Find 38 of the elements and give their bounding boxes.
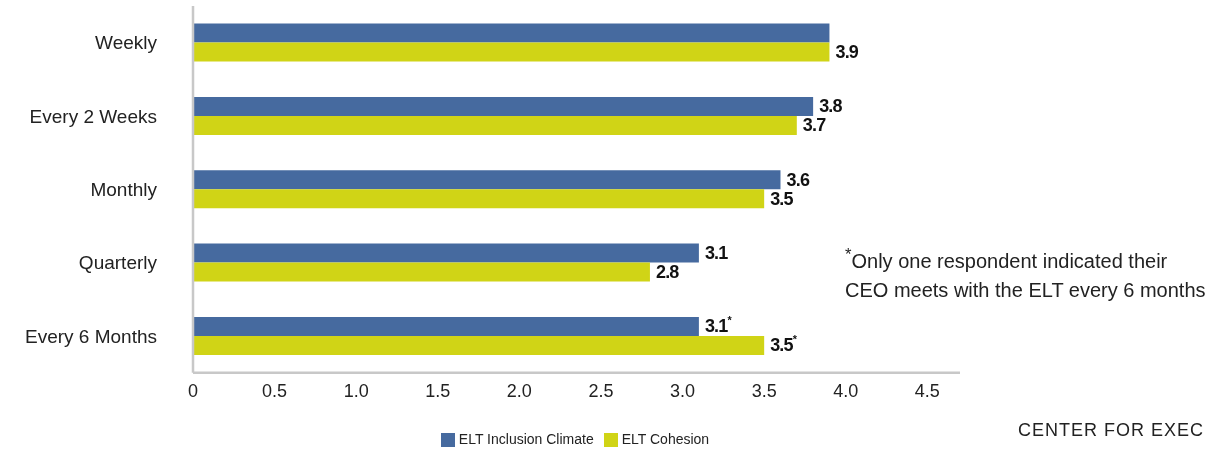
data-label: 3.5$^{*}$ [770,333,798,356]
x-tick-label: 2.0 [506,381,532,402]
data-label: 3.8 [819,96,843,117]
y-tick-label: Quarterly [78,252,158,274]
x-tick-label: 1.5 [425,381,451,402]
x-tick-label: 3.0 [670,381,696,402]
text: CENTER FOR EXEC [1018,420,1205,441]
data-label: 3.7 [802,115,827,136]
data-label: 3.6 [786,169,810,190]
bar [193,96,814,116]
x-tick-label: 4.5 [914,381,940,402]
data-label: 3.1$^{*}$ [704,314,733,337]
legend-label: ELT Inclusion Climate [458,430,594,447]
x-tick-label: 1.0 [343,381,369,402]
bar [193,42,830,62]
annotation: $^{*}$Only one respondent indicated their CEO meets with the ELT every 6 months [845,244,1207,303]
bar [193,189,765,209]
x-tick-label: 4.0 [833,381,859,402]
bar [193,243,699,263]
bar [193,23,830,43]
x-tick-label: 0.5 [262,381,288,402]
data-label: 3.9 [835,42,859,63]
y-tick-label: Monthly [90,179,158,201]
data-label: 3.5 [770,188,794,209]
x-tick-label: 3.5 [751,381,777,402]
y-tick-label: Every 2 Weeks [29,105,157,127]
bar [193,335,765,355]
legend-label: ELT Cohesion [621,430,710,447]
y-tick-label: Every 6 Months [25,325,157,347]
bar [193,115,797,135]
x-tick-label: 0 [187,381,199,402]
data-label: 2.8 [655,262,680,283]
bar [193,170,781,190]
x-tick-label: 2.5 [588,381,614,402]
data-label: 3.1 [704,243,729,264]
bar [193,262,650,282]
bar [193,316,699,336]
y-tick-label: Weekly [95,32,158,54]
